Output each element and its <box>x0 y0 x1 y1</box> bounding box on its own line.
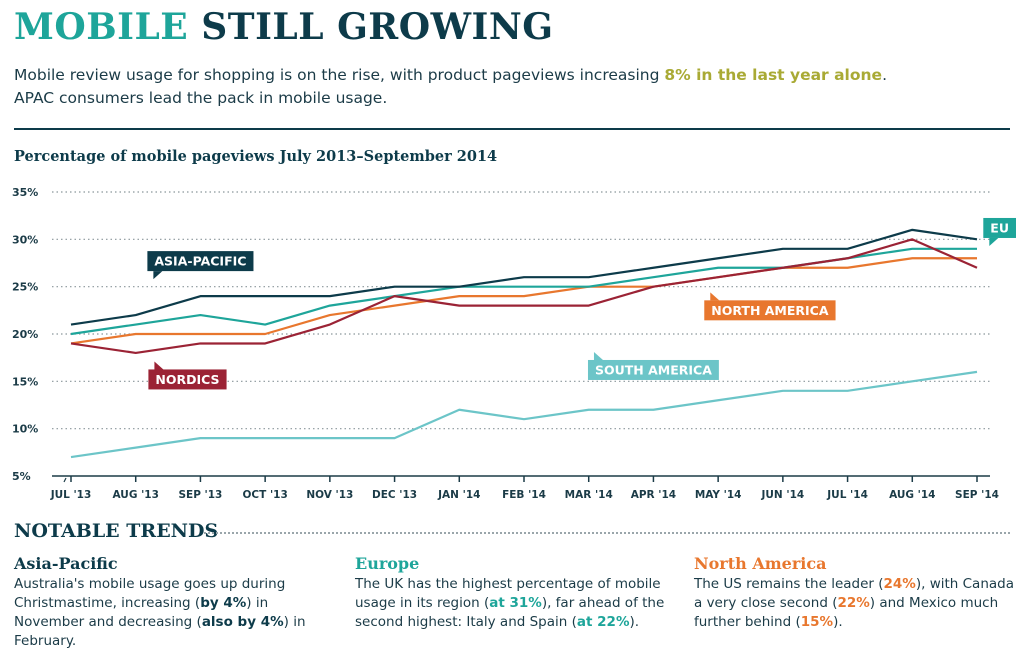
trend-emphasis: also by 4% <box>201 614 284 630</box>
series-label-pointer <box>710 292 720 301</box>
series-label-north-america: NORTH AMERICA <box>711 303 829 318</box>
series-label-south-america: SOUTH AMERICA <box>595 362 712 377</box>
y-tick-label: 5% <box>12 470 31 483</box>
series-label-pointer <box>154 361 164 370</box>
x-tick-label: AUG '14 <box>889 489 935 501</box>
intro-line2: APAC consumers lead the pack in mobile u… <box>14 89 388 107</box>
series-label-pointer <box>989 237 999 246</box>
x-tick-label: SEP '14 <box>955 489 999 501</box>
series-line-south-america <box>70 370 978 459</box>
trends-title: NOTABLE TRENDS <box>14 520 219 542</box>
x-tick-label: MAR '14 <box>565 489 613 501</box>
trend-emphasis: 24% <box>883 576 916 592</box>
x-tick-label: JUL '13 <box>50 489 92 501</box>
trend-text-part: Australia's mobile usage goes up during … <box>14 576 286 611</box>
page-title: MOBILE STILL GROWING <box>14 6 554 48</box>
x-tick-label: OCT '13 <box>243 489 288 501</box>
trend-text-part: ), far ahead of the second highest: Ital… <box>355 595 665 630</box>
line-chart: 5% 10% 15% 20% 25% 30% 35% JUL '13 AUG '13 SEP '1… <box>12 186 1016 501</box>
trend-text-part: The UK has the highest percentage of mob… <box>355 576 661 611</box>
y-tick-label: 35% <box>12 186 38 199</box>
header-divider <box>14 128 1010 130</box>
series-label-asia-pacific: ASIA-PACIFIC <box>154 254 246 269</box>
trend-emphasis: 22% <box>837 595 870 611</box>
trend-asia-pacific: Asia-Pacific Australia's mobile usage go… <box>14 554 334 651</box>
trend-heading: Asia-Pacific <box>14 554 118 573</box>
trend-north-america: North America The US remains the leader … <box>694 554 1014 632</box>
trend-heading: Europe <box>355 554 420 573</box>
trend-text-part: ) in November and decreasing ( <box>14 595 269 630</box>
x-tick-label: AUG '13 <box>112 489 158 501</box>
x-tick-label: SEP '13 <box>178 489 222 501</box>
trend-heading: North America <box>694 554 827 573</box>
trend-text: Australia's mobile usage goes up during … <box>14 575 334 651</box>
series-label-pointer <box>593 351 603 360</box>
trend-text: The UK has the highest percentage of mob… <box>355 575 675 632</box>
trend-emphasis: at 31% <box>489 595 542 611</box>
series-label-nordics: NORDICS <box>155 372 219 387</box>
y-tick-label: 15% <box>12 375 38 388</box>
trend-text-part: The US remains the leader ( <box>694 576 884 592</box>
intro-before: Mobile review usage for shopping is on t… <box>14 66 665 84</box>
series-label-box-south-america <box>587 359 719 380</box>
trend-text: The US remains the leader (24%), with Ca… <box>694 575 1014 632</box>
trend-emphasis: by 4% <box>200 595 247 611</box>
trend-text-part: ) and Mexico much further behind ( <box>694 595 999 630</box>
series-label-eu: EU <box>990 220 1009 235</box>
x-tick-label: JUL '14 <box>826 489 868 501</box>
series-line-asia-pacific <box>70 228 978 326</box>
trends-dotted-rule <box>204 532 1010 534</box>
trend-text-part: ), with Canada a very close second ( <box>694 576 1014 611</box>
intro-text: Mobile review usage for shopping is on t… <box>14 64 1014 110</box>
x-tick-label: NOV '13 <box>306 489 353 501</box>
trend-text-part: ). <box>629 614 640 630</box>
intro-after: . <box>882 66 887 84</box>
series-line-north-america <box>70 257 977 345</box>
x-tick-label: MAY '14 <box>695 489 742 501</box>
y-tick-label: 30% <box>12 233 38 246</box>
series-label-box-eu <box>983 217 1016 238</box>
intro-highlight: 8% in the last year alone <box>664 66 883 84</box>
y-tick-label: 10% <box>12 423 38 436</box>
series-label-box-asia-pacific <box>147 251 254 272</box>
x-tick-label: JUN '14 <box>761 489 805 501</box>
y-tick-label: 25% <box>12 281 38 294</box>
x-tick-label: APR '14 <box>631 489 676 501</box>
series-line-nordics <box>70 238 978 355</box>
trend-emphasis: 15% <box>800 614 834 630</box>
x-tick-label: DEC '13 <box>372 489 417 501</box>
trend-europe: Europe The UK has the highest percentage… <box>355 554 675 632</box>
title-accent: MOBILE <box>14 6 189 48</box>
x-tick-label: JAN '14 <box>437 489 480 501</box>
series-label-box-north-america <box>704 300 836 321</box>
trend-text-part: ). <box>833 614 843 630</box>
title-rest: STILL GROWING <box>201 6 554 48</box>
trend-emphasis: at 22% <box>576 614 630 630</box>
y-tick-label: 20% <box>12 328 38 341</box>
x-tick-label: FEB '14 <box>502 489 546 501</box>
chart-title: Percentage of mobile pageviews July 2013… <box>14 148 498 165</box>
series-label-pointer <box>153 271 163 280</box>
series-label-box-nordics <box>148 369 227 390</box>
axis-break-mark <box>63 477 67 483</box>
